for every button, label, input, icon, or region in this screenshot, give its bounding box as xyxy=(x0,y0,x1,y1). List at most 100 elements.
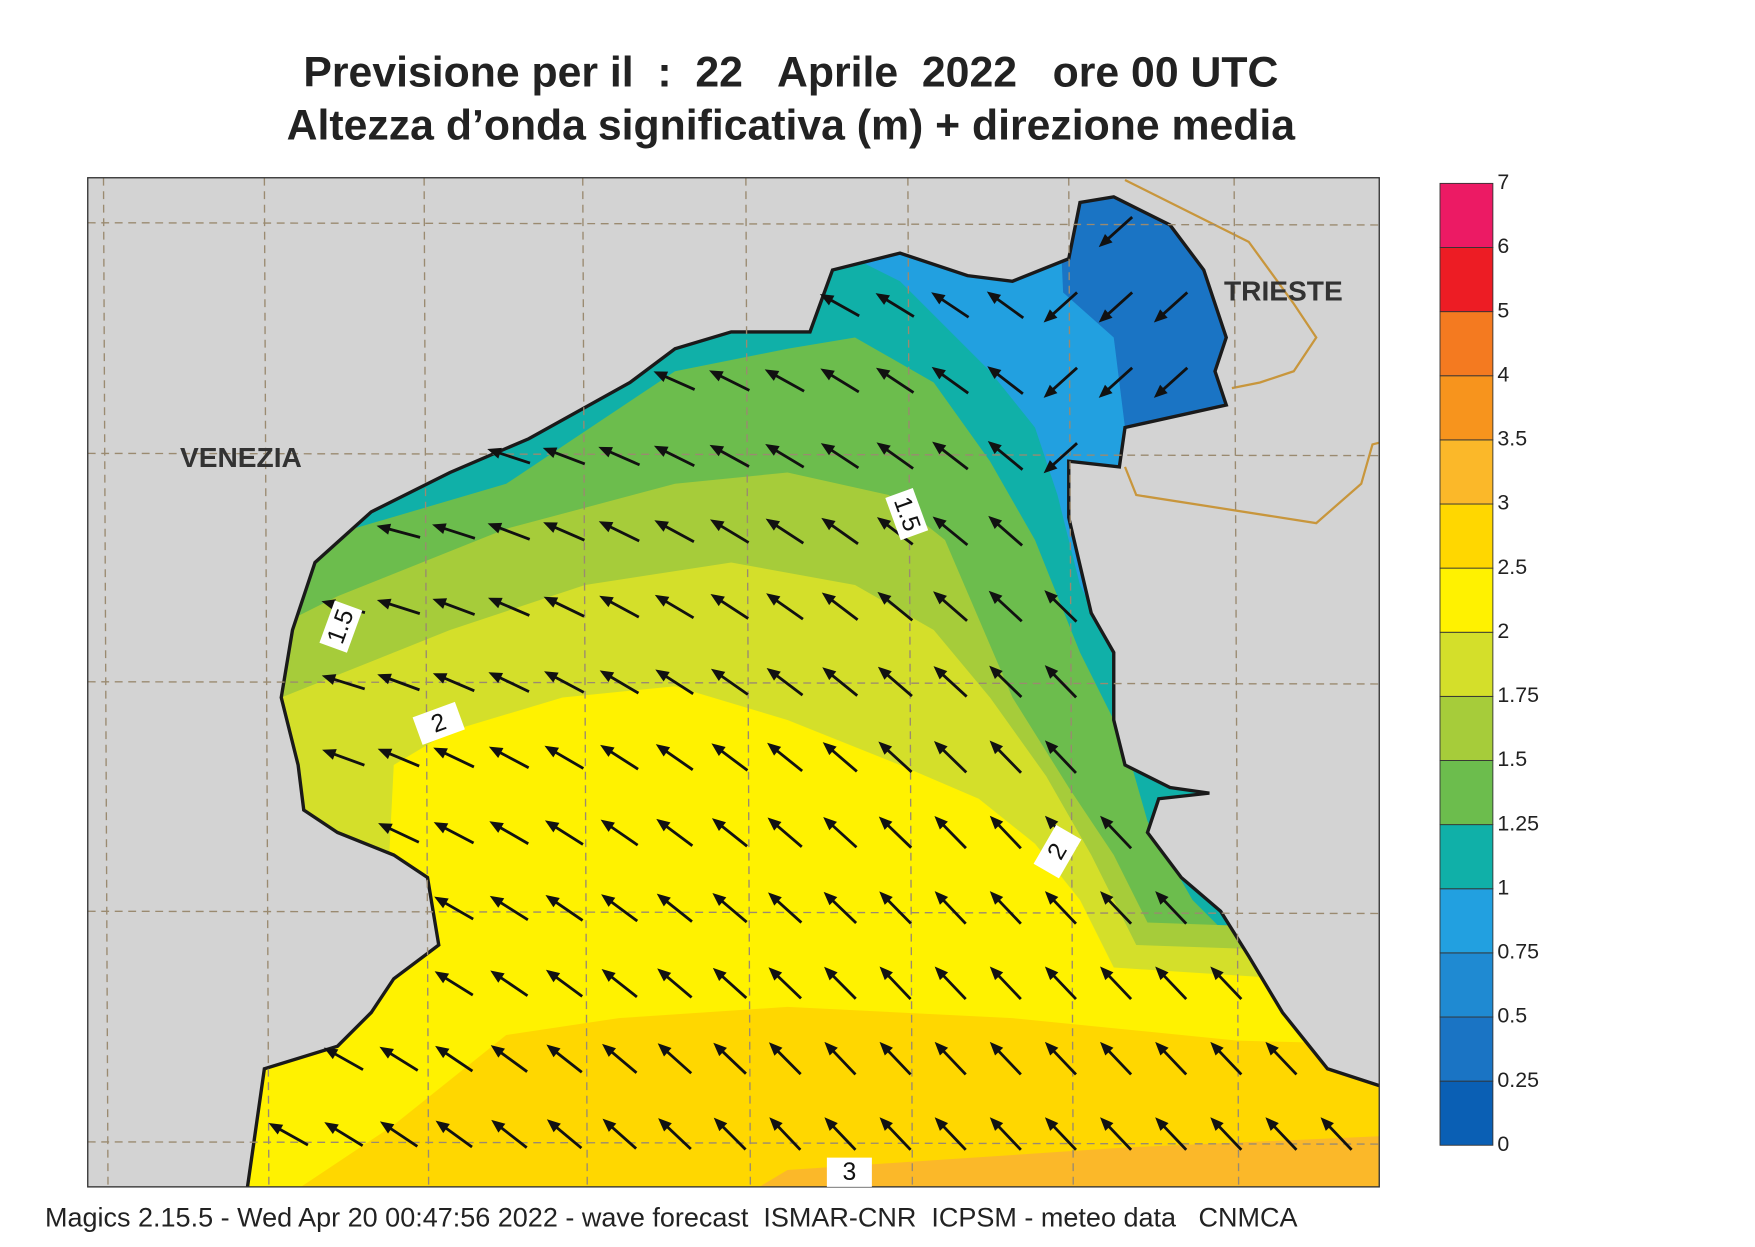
arrow-head xyxy=(766,667,781,681)
arrow-head xyxy=(601,894,616,907)
arrow-head xyxy=(376,523,392,535)
colorbar-label: 0.5 xyxy=(1497,1004,1527,1028)
colorbar-band xyxy=(1439,439,1494,505)
arrow-head xyxy=(544,671,559,683)
arrow-head xyxy=(989,1117,1004,1131)
colorbar-band xyxy=(1439,1016,1494,1082)
arrow-head xyxy=(877,591,892,605)
arrow-head xyxy=(824,1117,838,1131)
arrow-head xyxy=(709,444,725,457)
arrow-head xyxy=(433,747,448,759)
colorbar-band xyxy=(1439,311,1494,377)
arrow-head xyxy=(934,891,949,905)
arrow-head xyxy=(821,517,836,531)
arrow-head xyxy=(709,370,724,382)
arrow-head xyxy=(820,368,835,381)
colorbar-band xyxy=(1439,760,1494,826)
contour-label-bg xyxy=(826,1157,872,1187)
border xyxy=(1123,178,1380,525)
colorbar-band xyxy=(1439,631,1494,697)
arrow-head xyxy=(1100,815,1114,830)
arrow-head xyxy=(764,369,780,381)
arrow-head xyxy=(1044,891,1059,905)
coastline xyxy=(245,195,1380,1188)
arrow-head xyxy=(1153,384,1168,398)
arrow-head xyxy=(434,896,449,909)
arrow-head xyxy=(934,1117,949,1131)
arrow-head xyxy=(377,673,392,685)
colorbar-label: 1.25 xyxy=(1497,811,1539,835)
arrow-head xyxy=(769,1117,783,1131)
arrow-head xyxy=(268,1123,284,1135)
arrow-head xyxy=(931,292,946,305)
arrow-head xyxy=(376,598,392,610)
arrow-head xyxy=(1098,233,1113,248)
arrow-head xyxy=(379,1121,395,1134)
colorbar-label: 1.75 xyxy=(1497,683,1539,707)
contour-label-bg xyxy=(319,600,363,653)
arrow-head xyxy=(1043,384,1058,398)
direction-arrows xyxy=(268,216,1353,1151)
contour-label-bg xyxy=(885,487,929,541)
arrow-head xyxy=(712,892,727,907)
colorbar-label: 1 xyxy=(1497,875,1509,899)
arrow-head xyxy=(600,819,615,832)
colorbar-label: 2.5 xyxy=(1497,555,1527,579)
arrow-head xyxy=(768,892,782,906)
colorbar-label: 5 xyxy=(1497,298,1509,322)
arrow-head xyxy=(1044,590,1058,604)
arrow-head xyxy=(602,1118,617,1132)
arrow-head xyxy=(876,517,892,530)
arrow-head xyxy=(819,293,835,306)
arrow-head xyxy=(767,817,782,831)
arrow-head xyxy=(1098,309,1113,323)
arrow-head xyxy=(490,970,505,983)
arrow-head xyxy=(1044,966,1059,981)
arrow-head xyxy=(878,816,893,830)
contour-label: 2 xyxy=(412,701,465,745)
colorbar-band xyxy=(1439,888,1494,954)
arrow-head xyxy=(1044,740,1059,754)
colorbar: 0 0.25 0.5 0.75 1 1.25 1.5 1.75 2 2.5 3 3.5 4 5 6 7 xyxy=(1439,170,1539,1156)
arrow-head xyxy=(765,518,781,531)
arrow-head xyxy=(824,966,838,981)
arrow-head xyxy=(1320,1117,1334,1131)
arrow-head xyxy=(1210,966,1224,981)
arrow-head xyxy=(1100,1041,1114,1056)
arrow-head xyxy=(1155,891,1169,905)
arrow-head xyxy=(765,443,780,456)
arrow-head xyxy=(657,1043,672,1057)
arrow-head xyxy=(544,820,560,833)
title-line: Previsione per il : 22 Aprile 2022 ore 0… xyxy=(303,49,1278,97)
arrow-head xyxy=(487,597,503,609)
arrow-head xyxy=(656,893,671,907)
arrow-head xyxy=(989,665,1003,680)
arrow-head xyxy=(1210,1041,1224,1056)
arrow-head xyxy=(934,815,948,830)
arrow-head xyxy=(1043,460,1058,474)
title-line: Altezza d’onda significativa (m) + direz… xyxy=(287,102,1297,150)
graticule-line xyxy=(745,177,752,1187)
colorbar-label: 7 xyxy=(1497,170,1509,194)
arrow-head xyxy=(654,594,670,607)
arrow-head xyxy=(933,741,948,755)
arrow-head xyxy=(653,371,669,382)
arrow-head xyxy=(546,1119,561,1133)
contour-label-text: 3 xyxy=(842,1159,856,1186)
arrow-head xyxy=(658,1118,672,1132)
arrow-head xyxy=(488,746,504,758)
arrow-head xyxy=(322,749,337,760)
arrow-head xyxy=(820,443,836,456)
colorbar-label: 2 xyxy=(1497,619,1509,643)
arrow-head xyxy=(657,968,672,982)
arrow-head xyxy=(1100,1117,1114,1131)
arrow-head xyxy=(768,1042,783,1056)
arrow-head xyxy=(988,515,1003,529)
colorbar-band xyxy=(1439,824,1494,890)
arrow-head xyxy=(875,293,890,305)
colorbar-label: 3 xyxy=(1497,491,1509,515)
arrow-head xyxy=(543,596,559,608)
arrow-head xyxy=(988,590,1003,604)
arrow-head xyxy=(932,441,947,455)
